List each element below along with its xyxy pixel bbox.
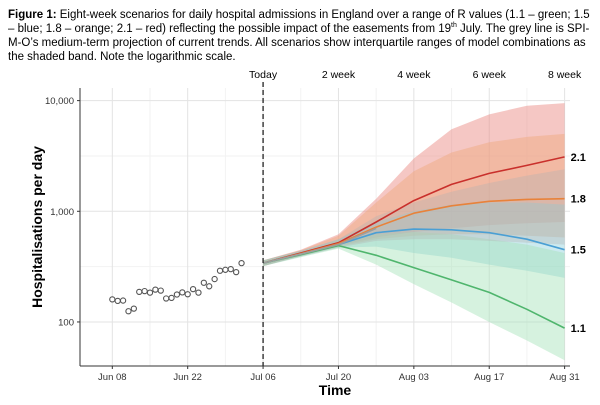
observed-point: [125, 308, 132, 315]
top-week-label: 6 week: [473, 69, 507, 81]
caption-day: 19: [438, 23, 452, 35]
y-tick-label: 10,000: [45, 96, 74, 107]
top-week-label: 8 week: [548, 69, 582, 81]
observed-point: [157, 287, 164, 294]
observed-point: [206, 283, 213, 290]
observed-point: [173, 291, 181, 298]
observed-point: [216, 267, 224, 274]
y-tick-label: 100: [58, 317, 74, 328]
figure-caption: Figure 1: Eight-week scenarios for daily…: [8, 8, 592, 64]
observed-point: [114, 297, 121, 305]
series-end-label-1-8: 1.8: [571, 194, 586, 206]
x-tick-label: Aug 31: [550, 372, 580, 383]
top-week-label: 4 week: [397, 69, 431, 81]
observed-point: [200, 279, 207, 286]
observed-point: [184, 291, 191, 298]
tick-labels: Jun 08 Jun 22 Jul 06 Jul 20 Aug 03 Aug 17 Aug …: [29, 69, 586, 398]
top-week-label: Today: [249, 69, 278, 81]
series-line-projection: [262, 227, 377, 264]
caption-day-suffix: th: [451, 22, 457, 30]
observed-point: [163, 295, 170, 302]
observed-point: [141, 287, 148, 295]
band-1-5: [263, 202, 565, 278]
x-tick-label: Aug 17: [474, 372, 504, 383]
chart-overlay: [79, 82, 570, 367]
x-tick-label: Jun 08: [98, 372, 127, 383]
plot-background: [80, 88, 570, 366]
series-end-label-2-1: 2.1: [571, 152, 586, 164]
top-week-label: 2 week: [322, 69, 356, 81]
observed-point: [136, 288, 143, 296]
observed-point: [109, 296, 116, 303]
observed-point: [168, 294, 175, 302]
observed-points: [109, 259, 245, 315]
caption-text-pre: Eight-week scenarios for daily hospital …: [8, 9, 590, 35]
observed-point: [179, 289, 186, 296]
x-tick-label: Jul 06: [250, 372, 275, 383]
band-1-1: [263, 232, 565, 361]
observed-point: [130, 305, 137, 312]
observed-point: [152, 286, 159, 293]
observed-point: [227, 266, 234, 273]
caption-text-post: July. The grey line is SPI-M-O’s medium-…: [8, 23, 590, 63]
band-2-1: [263, 103, 565, 267]
observed-point: [233, 268, 240, 276]
figure-label: Figure 1:: [8, 9, 57, 21]
y-axis-title: Hospitalisations per day: [29, 146, 45, 308]
observed-point: [119, 297, 127, 304]
observed-point: [189, 285, 197, 293]
x-tick-label: Aug 03: [399, 372, 429, 383]
x-tick-label: Jul 20: [326, 372, 351, 383]
observed-point: [238, 259, 245, 267]
scenario-lines: [262, 156, 565, 329]
observed-point: [195, 289, 202, 296]
x-tick-label: Jun 22: [173, 372, 202, 383]
x-axis-title: Time: [319, 382, 352, 398]
y-tick-label: 1,000: [50, 207, 74, 218]
series-end-label-1-1: 1.1: [571, 323, 586, 335]
grid-lines: [80, 88, 570, 366]
observed-point: [211, 275, 218, 283]
series-end-label-1-5: 1.5: [571, 245, 586, 257]
observed-point: [222, 266, 229, 273]
observed-point: [146, 289, 154, 296]
